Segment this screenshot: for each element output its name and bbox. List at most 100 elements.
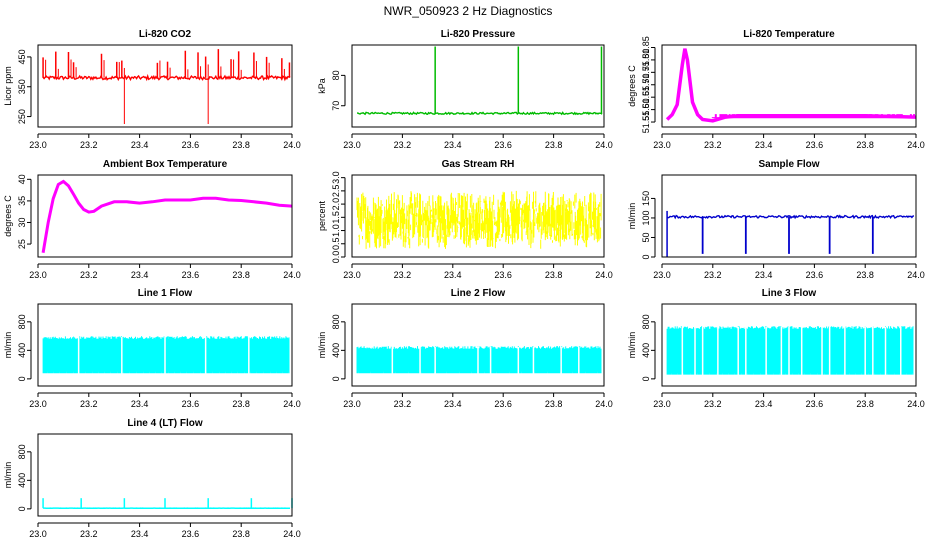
series bbox=[42, 498, 293, 509]
y-axis-label: ml/min bbox=[3, 332, 13, 359]
x-tick-label: 23.2 bbox=[80, 140, 98, 150]
x-tick-label: 24.0 bbox=[595, 270, 613, 280]
panel-line-3-flow: Line 3 Flow 23.0 23.2 23.4 23.6 23.8 24.0 0 400 8… bbox=[627, 288, 925, 409]
series bbox=[666, 210, 915, 257]
x-tick-label: 23.6 bbox=[182, 399, 200, 409]
x-tick-label: 23.2 bbox=[80, 399, 98, 409]
y-axis-label: percent bbox=[317, 200, 327, 231]
x-tick-label: 23.6 bbox=[494, 270, 512, 280]
panel-sample-flow: Sample Flow 23.0 23.2 23.4 23.6 23.8 24.0 0 50 10… bbox=[627, 159, 925, 280]
y-axis: 25 30 35 40 bbox=[17, 174, 32, 249]
x-tick-label: 24.0 bbox=[907, 399, 925, 409]
x-tick-label: 23.8 bbox=[856, 140, 874, 150]
y-tick-label: 51.85 bbox=[641, 36, 651, 59]
y-tick-label: 450 bbox=[17, 49, 27, 64]
y-tick-label: 400 bbox=[331, 343, 341, 358]
y-tick-label: 800 bbox=[17, 314, 27, 329]
y-axis-label: ml/min bbox=[3, 462, 13, 489]
x-axis: 23.0 23.2 23.4 23.6 23.8 24.0 bbox=[29, 392, 301, 409]
y-tick-label: 250 bbox=[17, 109, 27, 124]
y-axis-label: degrees C bbox=[3, 195, 13, 237]
y-axis-label: ml/min bbox=[627, 203, 637, 230]
x-tick-label: 24.0 bbox=[283, 140, 301, 150]
x-tick-label: 23.6 bbox=[806, 270, 824, 280]
y-axis: 0.00.51.01.52.02.53.0 bbox=[331, 171, 346, 263]
plot-frame bbox=[661, 44, 917, 128]
panel-li-820-pressure: Li-820 Pressure 23.0 23.2 23.4 23.6 23.8 24.0 7… bbox=[317, 29, 613, 150]
x-tick-label: 23.8 bbox=[232, 140, 250, 150]
panel-title: Line 3 Flow bbox=[762, 288, 817, 299]
y-tick-label: 51.75 bbox=[641, 61, 651, 84]
series bbox=[665, 48, 917, 123]
y-tick-label: 100 bbox=[641, 210, 651, 225]
x-tick-label: 23.0 bbox=[29, 529, 47, 539]
x-tick-label: 23.0 bbox=[343, 140, 361, 150]
x-tick-label: 23.8 bbox=[545, 270, 563, 280]
x-axis: 23.0 23.2 23.4 23.6 23.8 24.0 bbox=[343, 392, 613, 409]
series-line bbox=[357, 111, 603, 116]
y-tick-label: 0 bbox=[641, 254, 651, 259]
plot-frame bbox=[37, 303, 293, 387]
panel-title: Li-820 Temperature bbox=[743, 29, 835, 40]
y-axis: 0 400 800 bbox=[17, 314, 32, 381]
x-tick-label: 23.6 bbox=[494, 140, 512, 150]
x-tick-label: 23.8 bbox=[545, 140, 563, 150]
y-tick-label: 3.0 bbox=[331, 171, 341, 184]
x-tick-label: 23.2 bbox=[80, 270, 98, 280]
x-tick-label: 23.6 bbox=[182, 270, 200, 280]
panel-line-2-flow: Line 2 Flow 23.0 23.2 23.4 23.6 23.8 24.0 0 400 8… bbox=[317, 288, 613, 409]
y-tick-label: 51.65 bbox=[641, 86, 651, 109]
y-tick-label: 35 bbox=[17, 196, 27, 206]
x-tick-label: 23.6 bbox=[806, 399, 824, 409]
x-tick-label: 23.6 bbox=[182, 140, 200, 150]
series bbox=[357, 46, 603, 116]
y-tick-label: 350 bbox=[17, 79, 27, 94]
x-tick-label: 24.0 bbox=[595, 399, 613, 409]
x-axis: 23.0 23.2 23.4 23.6 23.8 24.0 bbox=[29, 133, 301, 150]
x-tick-label: 23.8 bbox=[545, 399, 563, 409]
x-tick-label: 23.2 bbox=[394, 140, 412, 150]
x-tick-label: 24.0 bbox=[283, 270, 301, 280]
plot-frame bbox=[37, 44, 293, 128]
flow-noise bbox=[356, 346, 602, 374]
y-tick-label: 51.60 bbox=[641, 98, 651, 121]
y-tick-label: 51.70 bbox=[641, 73, 651, 96]
y-tick-label: 30 bbox=[17, 217, 27, 227]
panel-title: Gas Stream RH bbox=[442, 159, 515, 170]
x-tick-label: 24.0 bbox=[907, 140, 925, 150]
panel-li-820-co2: Li-820 CO2 23.0 23.2 23.4 23.6 23.8 24.0 250 350… bbox=[3, 29, 301, 150]
y-tick-label: 0 bbox=[641, 376, 651, 381]
x-tick-label: 23.4 bbox=[755, 270, 773, 280]
x-axis: 23.0 23.2 23.4 23.6 23.8 24.0 bbox=[653, 263, 925, 280]
y-tick-label: 2.0 bbox=[331, 198, 341, 211]
y-tick-label: 0 bbox=[17, 506, 27, 511]
x-tick-label: 23.0 bbox=[653, 399, 671, 409]
panel-title: Li-820 CO2 bbox=[139, 29, 192, 40]
y-axis: 0 400 800 bbox=[641, 314, 656, 381]
x-tick-label: 23.0 bbox=[29, 270, 47, 280]
y-tick-label: 2.5 bbox=[331, 185, 341, 198]
series-noise bbox=[356, 190, 602, 249]
x-tick-label: 23.6 bbox=[182, 529, 200, 539]
plot-frame bbox=[661, 303, 917, 387]
y-tick-label: 25 bbox=[17, 239, 27, 249]
page-title: NWR_050923 2 Hz Diagnostics bbox=[384, 4, 553, 18]
y-tick-label: 0 bbox=[17, 376, 27, 381]
x-tick-label: 23.0 bbox=[343, 399, 361, 409]
panel-title: Ambient Box Temperature bbox=[103, 159, 228, 170]
x-tick-label: 23.4 bbox=[131, 270, 149, 280]
x-tick-label: 23.0 bbox=[653, 270, 671, 280]
x-tick-label: 23.6 bbox=[494, 399, 512, 409]
x-tick-label: 24.0 bbox=[283, 399, 301, 409]
y-tick-label: 50 bbox=[641, 232, 651, 242]
panel-li-820-temperature: Li-820 Temperature 23.0 23.2 23.4 23.6 23.8 24… bbox=[627, 29, 925, 150]
x-tick-label: 24.0 bbox=[283, 529, 301, 539]
x-tick-label: 23.2 bbox=[394, 399, 412, 409]
plot-frame bbox=[351, 174, 605, 258]
panel-gas-stream-rh: Gas Stream RH 23.0 23.2 23.4 23.6 23.8 24.0 0.0… bbox=[317, 159, 613, 280]
y-tick-label: 0.5 bbox=[331, 238, 341, 251]
x-tick-label: 23.4 bbox=[755, 140, 773, 150]
